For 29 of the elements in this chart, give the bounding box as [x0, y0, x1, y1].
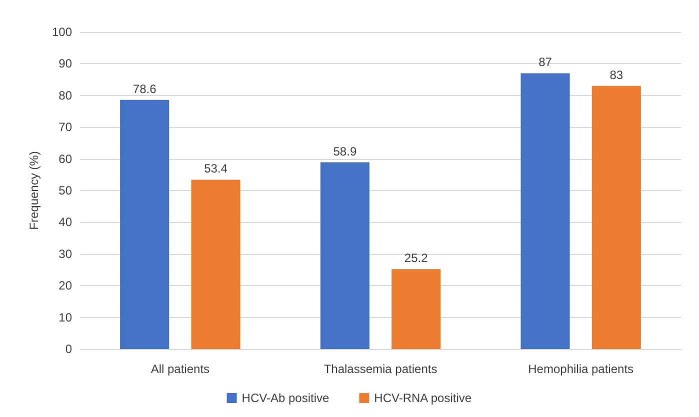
y-tick-label: 90	[58, 56, 72, 71]
x-tick-label: Hemophilia patients	[528, 362, 634, 376]
y-tick-label: 30	[58, 246, 72, 261]
legend-label: HCV-Ab positive	[242, 391, 330, 405]
y-tick-label: 80	[58, 88, 72, 102]
y-tick-label: 70	[58, 120, 72, 134]
data-label: 83	[610, 68, 624, 82]
y-tick-label: 40	[58, 215, 72, 230]
bar	[191, 180, 240, 349]
bar	[120, 100, 170, 349]
y-tick-label: 50	[58, 184, 72, 198]
bar	[592, 86, 641, 349]
data-label: 25.2	[404, 251, 428, 266]
data-label: 78.6	[132, 82, 157, 96]
x-tick-label: Thalassemia patients	[324, 362, 438, 376]
y-tick-label: 100	[52, 25, 72, 39]
bar	[392, 269, 441, 349]
data-label: 53.4	[204, 162, 228, 176]
bar	[320, 162, 370, 349]
legend-label: HCV-RNA positive	[374, 391, 472, 405]
data-label: 87	[538, 55, 552, 70]
y-axis-title: Frequency (%)	[27, 151, 41, 230]
y-tick-label: 0	[65, 342, 72, 356]
x-tick-label: All patients	[150, 362, 210, 376]
y-tick-label: 10	[58, 310, 72, 324]
y-tick-label: 60	[58, 152, 72, 166]
bar	[520, 73, 570, 349]
data-label: 58.9	[333, 144, 357, 158]
y-tick-label: 20	[58, 278, 72, 293]
